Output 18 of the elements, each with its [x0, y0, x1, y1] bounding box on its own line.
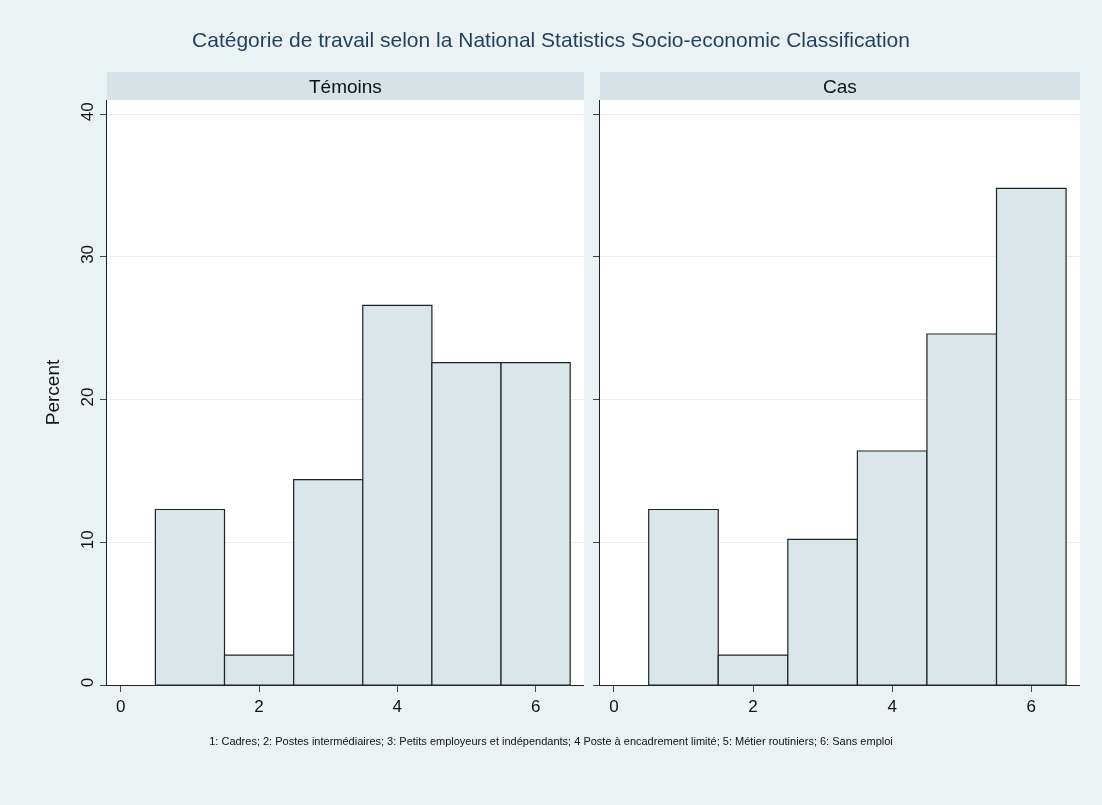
- y-tick-label: 40: [78, 102, 98, 122]
- x-tick-label: 6: [530, 697, 541, 717]
- y-tick-label: 0: [78, 677, 98, 688]
- chart-title: Catégorie de travail selon la National Statistics Socio-economic Classification: [191, 28, 911, 52]
- x-tick-label: 0: [116, 697, 126, 717]
- x-tick-label: 6: [1026, 697, 1037, 717]
- x-tick-label: 4: [887, 697, 897, 717]
- y-tick-label: 30: [78, 244, 98, 264]
- chart-subtitle: Témoins: [309, 76, 382, 97]
- chart-subtitle: Cas: [823, 76, 857, 97]
- x-tick-label: 2: [748, 697, 758, 717]
- y-axis-title: Percent: [42, 359, 63, 426]
- y-tick-label: 10: [78, 530, 98, 550]
- y-tick-label: 20: [78, 387, 98, 407]
- x-tick-label: 2: [254, 697, 264, 717]
- text: 1: Cadres; 2: Postes intermédiaires; 3: Petits employeurs et indépendants; 4 Poste à encadrement limité; 5: Métier routiniers; 6: Sans emploi: [208, 735, 894, 747]
- x-tick-label: 4: [392, 697, 403, 717]
- x-tick-label: 0: [609, 697, 619, 717]
